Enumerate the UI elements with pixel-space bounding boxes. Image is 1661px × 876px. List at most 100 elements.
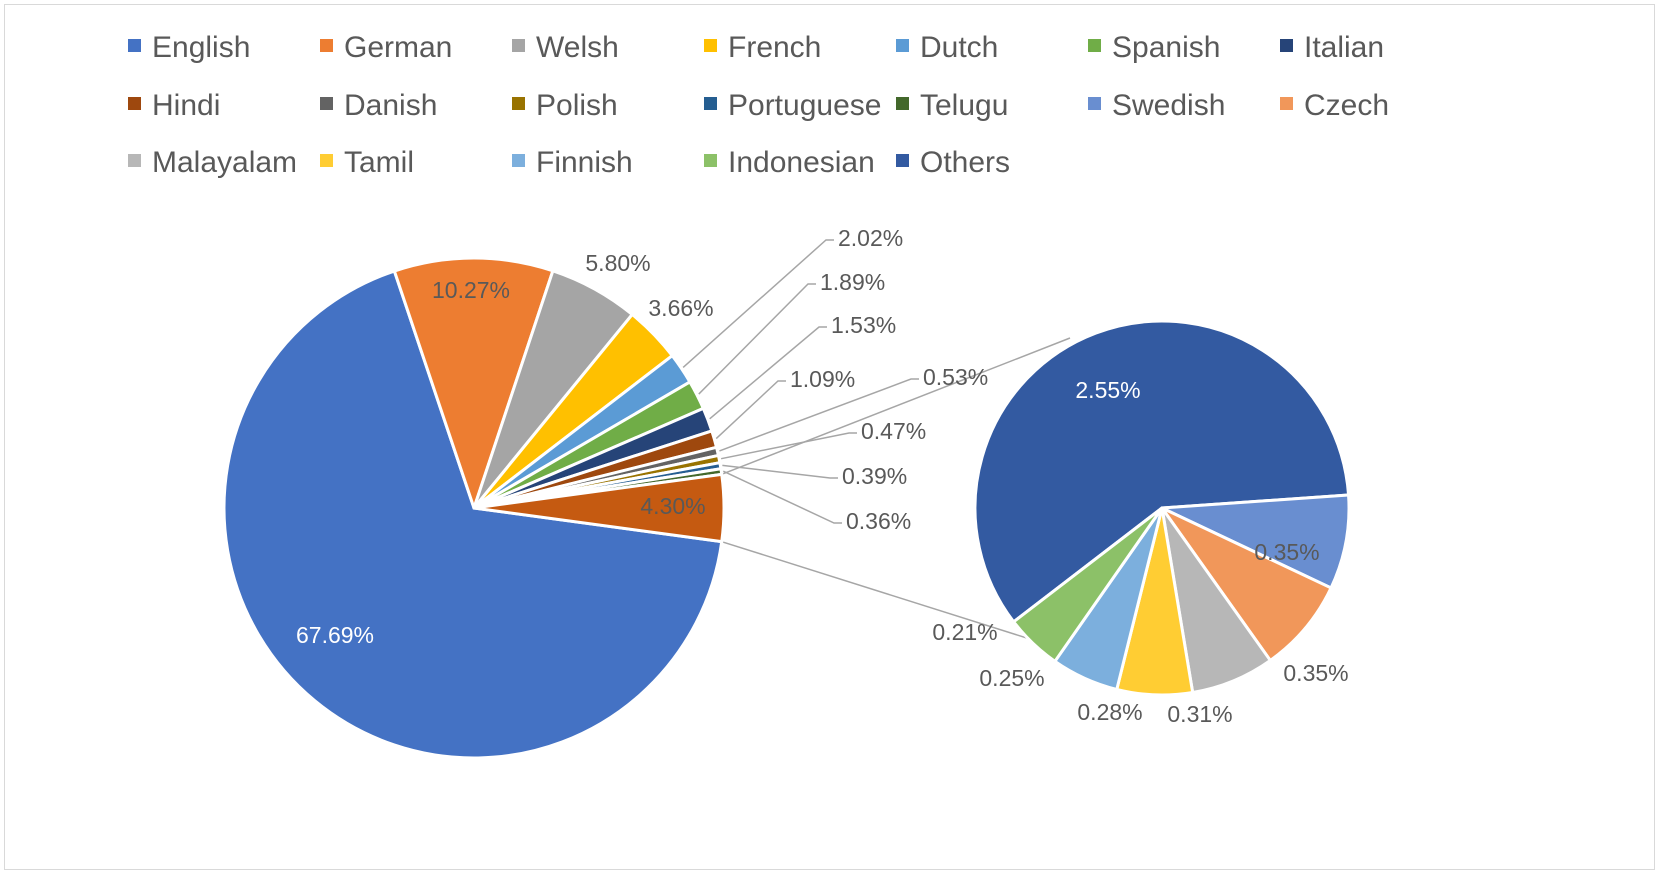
label-other-group: 4.30% — [640, 493, 705, 519]
leader-polish — [720, 432, 857, 460]
main-pie — [222, 256, 726, 760]
legend-item-spanish: Spanish — [1088, 31, 1220, 64]
sub-label-czech: 0.35% — [1283, 660, 1348, 686]
leader-hindi — [715, 380, 786, 440]
legend-item-czech: Czech — [1280, 89, 1389, 122]
legend-item-dutch: Dutch — [896, 31, 998, 64]
label-german: 10.27% — [432, 277, 510, 303]
label-portuguese: 0.39% — [842, 463, 907, 489]
label-italian: 1.53% — [831, 312, 896, 338]
sub-label-swedish: 0.35% — [1254, 539, 1319, 565]
leader-spanish — [698, 283, 816, 395]
legend-swatch-indonesian — [704, 154, 717, 167]
legend-swatch-swedish — [1088, 97, 1101, 110]
legend-item-telugu: Telugu — [896, 89, 1008, 122]
legend-label-czech: Czech — [1304, 89, 1389, 122]
legend-label-french: French — [728, 31, 821, 64]
sub-slice-others — [973, 319, 1351, 624]
label-hindi: 1.09% — [790, 366, 855, 392]
label-english: 67.69% — [296, 622, 374, 648]
sub-label-others: 2.55% — [1075, 377, 1140, 403]
legend-swatch-dutch — [896, 39, 909, 52]
legend-label-hindi: Hindi — [152, 89, 220, 122]
legend-label-dutch: Dutch — [920, 31, 998, 64]
legend-label-italian: Italian — [1304, 31, 1384, 64]
legend-label-german: German — [344, 31, 452, 64]
label-welsh: 5.80% — [585, 250, 650, 276]
legend-label-welsh: Welsh — [536, 31, 619, 64]
legend-item-finnish: Finnish — [512, 146, 633, 179]
leader-italian — [709, 326, 827, 420]
legend-item-english: English — [128, 31, 250, 64]
leader-telugu — [722, 470, 842, 524]
legend-swatch-italian — [1280, 39, 1293, 52]
legend-item-german: German — [320, 31, 452, 64]
connector-lines — [721, 337, 1071, 647]
legend-label-danish: Danish — [344, 89, 437, 122]
leader-dutch — [682, 239, 834, 368]
legend-label-tamil: Tamil — [344, 146, 414, 179]
legend-item-swedish: Swedish — [1088, 89, 1225, 122]
data-labels: 67.69% 10.27% 5.80% 3.66% 2.02% 1.89% 1.53% 1.0… — [296, 225, 1349, 727]
legend-item-indonesian: Indonesian — [704, 146, 875, 179]
legend-item-french: French — [704, 31, 821, 64]
legend-swatch-malayalam — [128, 154, 141, 167]
legend-item-danish: Danish — [320, 89, 437, 122]
sub-label-tamil: 0.28% — [1077, 699, 1142, 725]
legend-item-portuguese: Portuguese — [704, 89, 881, 122]
label-spanish: 1.89% — [820, 269, 885, 295]
legend: English German Welsh French Dutch Spanish Ital… — [128, 31, 1389, 179]
legend-label-polish: Polish — [536, 89, 618, 122]
legend-label-telugu: Telugu — [920, 89, 1008, 122]
legend-item-polish: Polish — [512, 89, 618, 122]
legend-swatch-polish — [512, 97, 525, 110]
connector-top — [721, 337, 1071, 476]
legend-label-others: Others — [920, 146, 1010, 179]
sub-label-finnish: 0.25% — [979, 665, 1044, 691]
legend-label-indonesian: Indonesian — [728, 146, 875, 179]
slice-english — [222, 269, 724, 760]
sub-label-indonesian: 0.21% — [932, 619, 997, 645]
legend-swatch-czech — [1280, 97, 1293, 110]
legend-swatch-others — [896, 154, 909, 167]
connector-bottom — [721, 540, 1053, 647]
legend-swatch-english — [128, 39, 141, 52]
legend-swatch-tamil — [320, 154, 333, 167]
label-dutch: 2.02% — [838, 225, 903, 251]
leader-portuguese — [722, 464, 838, 479]
legend-item-welsh: Welsh — [512, 31, 619, 64]
legend-swatch-finnish — [512, 154, 525, 167]
legend-swatch-portuguese — [704, 97, 717, 110]
label-danish: 0.53% — [923, 364, 988, 390]
legend-swatch-welsh — [512, 39, 525, 52]
legend-item-italian: Italian — [1280, 31, 1384, 64]
label-polish: 0.47% — [861, 418, 926, 444]
secondary-pie — [973, 319, 1351, 697]
sub-slice-swedish — [1160, 493, 1351, 590]
legend-swatch-german — [320, 39, 333, 52]
leader-lines — [682, 239, 919, 524]
legend-label-finnish: Finnish — [536, 146, 633, 179]
label-french: 3.66% — [648, 295, 713, 321]
legend-item-malayalam: Malayalam — [128, 146, 297, 179]
label-telugu: 0.36% — [846, 508, 911, 534]
legend-swatch-danish — [320, 97, 333, 110]
slice-german — [392, 256, 555, 510]
legend-swatch-spanish — [1088, 39, 1101, 52]
sub-label-malayalam: 0.31% — [1167, 701, 1232, 727]
legend-label-malayalam: Malayalam — [152, 146, 297, 179]
legend-swatch-telugu — [896, 97, 909, 110]
legend-item-tamil: Tamil — [320, 146, 414, 179]
legend-label-swedish: Swedish — [1112, 89, 1225, 122]
leader-danish — [719, 378, 919, 452]
legend-item-hindi: Hindi — [128, 89, 220, 122]
legend-swatch-french — [704, 39, 717, 52]
legend-item-others: Others — [896, 146, 1010, 179]
slice-other-group — [472, 472, 726, 544]
legend-label-portuguese: Portuguese — [728, 89, 881, 122]
sub-slice-indonesian — [1012, 506, 1164, 663]
legend-label-spanish: Spanish — [1112, 31, 1220, 64]
legend-label-english: English — [152, 31, 250, 64]
sub-slice-czech — [1160, 506, 1333, 662]
